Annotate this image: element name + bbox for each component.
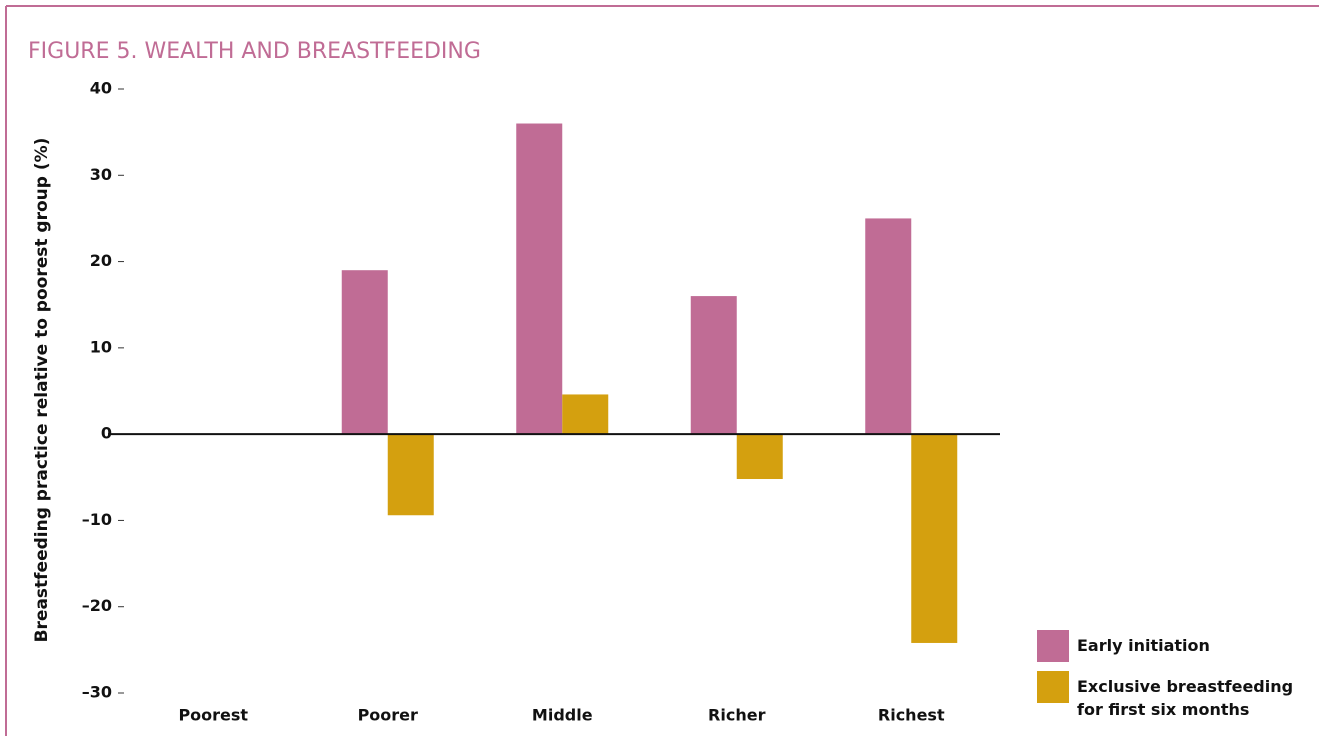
- legend-label: Exclusive breastfeeding for first six mo…: [1077, 677, 1294, 719]
- y-tick-label: –30: [82, 683, 112, 702]
- legend-label: Early initiation: [1077, 636, 1210, 655]
- y-tick-label: 10: [90, 337, 112, 356]
- bar: [690, 296, 737, 435]
- bar: [865, 218, 912, 435]
- y-tick-label: 30: [90, 165, 112, 184]
- bar: [387, 434, 434, 516]
- x-tick-label: Richer: [708, 706, 766, 725]
- bar: [736, 434, 783, 480]
- y-tick-label: 0: [101, 424, 112, 443]
- x-tick-label: Poorer: [358, 706, 418, 725]
- x-tick-label: Poorest: [178, 706, 248, 725]
- y-axis-label: Breastfeeding practice relative to poore…: [32, 138, 52, 643]
- chart-title: FIGURE 5. WEALTH AND BREASTFEEDING: [28, 39, 481, 64]
- x-tick-label: Middle: [532, 706, 593, 725]
- legend-swatch: [1037, 671, 1069, 703]
- y-tick-label: 40: [90, 79, 112, 98]
- bar: [911, 434, 958, 643]
- bar: [516, 123, 563, 435]
- y-tick-label: 20: [90, 251, 112, 270]
- bar: [341, 270, 388, 435]
- x-tick-label: Richest: [878, 706, 945, 725]
- y-tick-label: –20: [82, 596, 112, 615]
- bar: [562, 394, 609, 435]
- legend-swatch: [1037, 630, 1069, 662]
- y-tick-label: –10: [82, 510, 112, 529]
